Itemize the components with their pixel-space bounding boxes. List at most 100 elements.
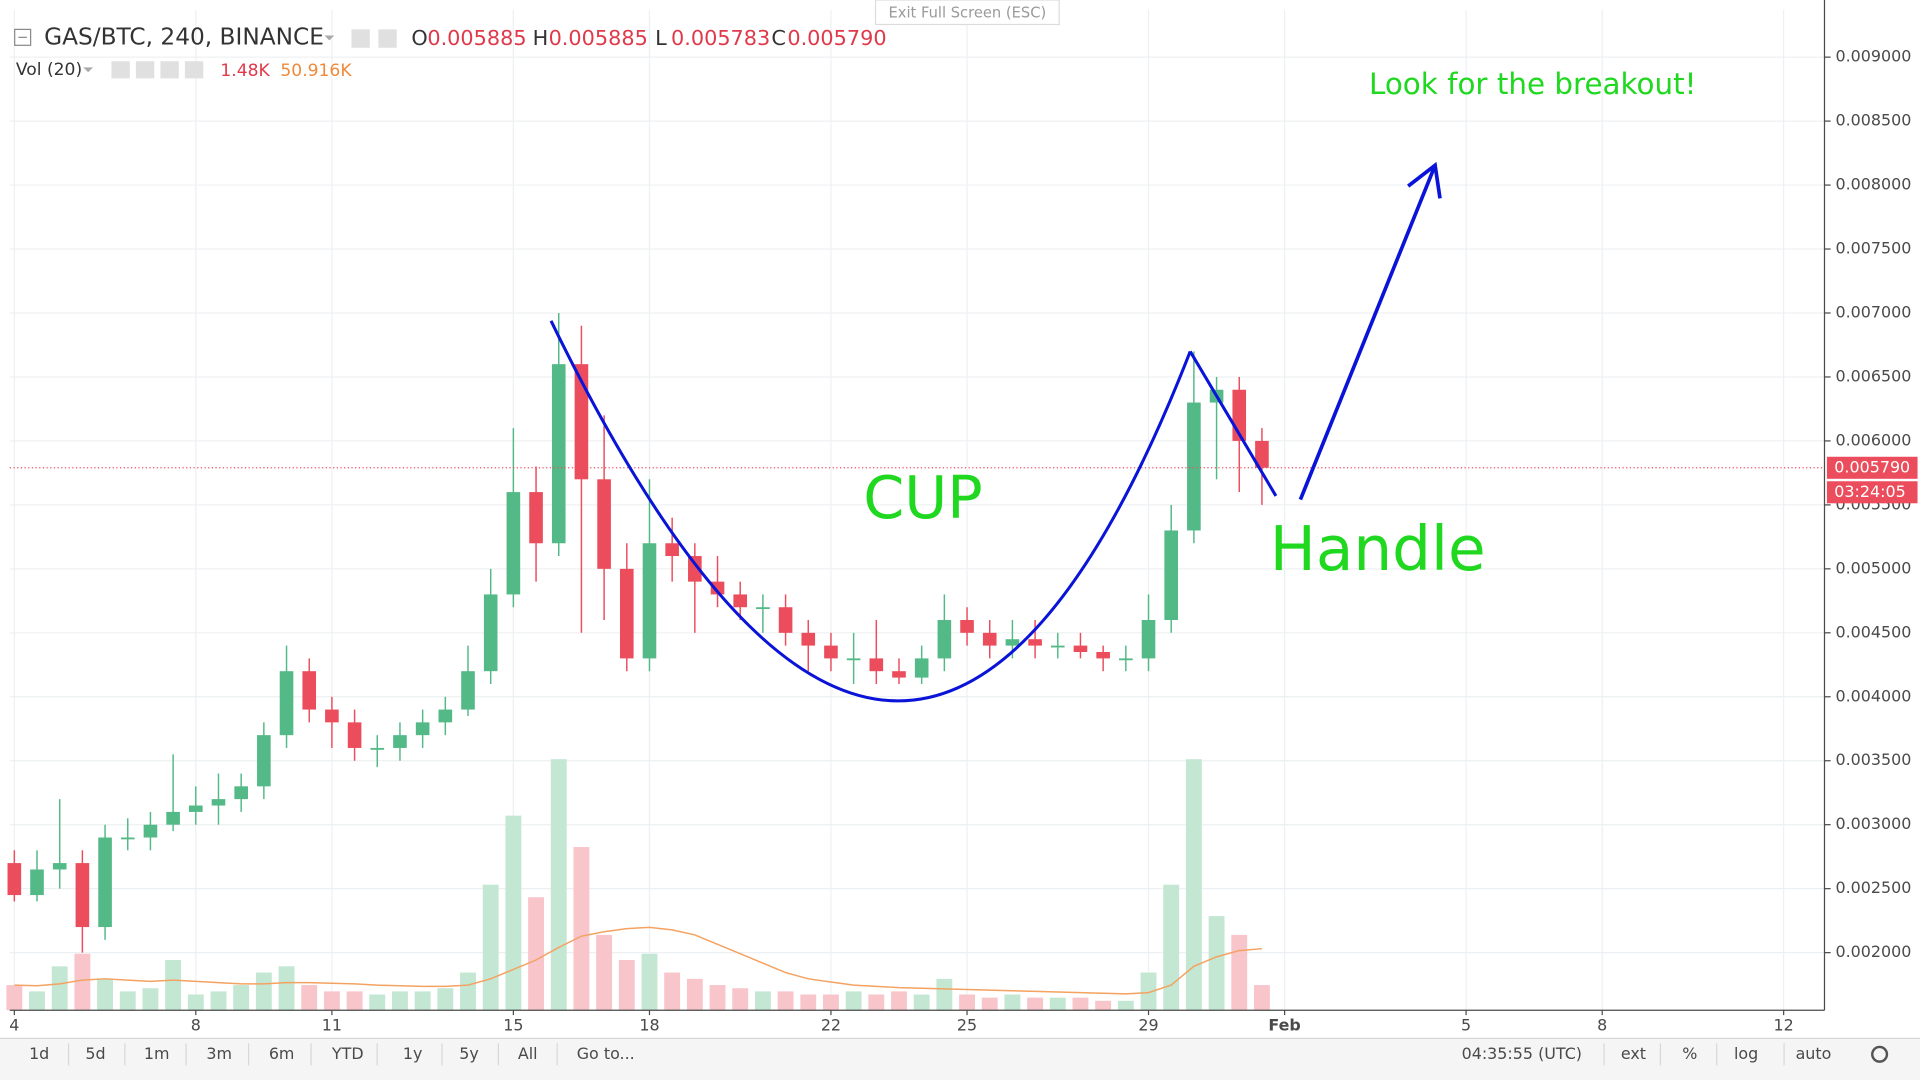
icon[interactable]	[135, 61, 155, 79]
candle-body	[710, 581, 725, 595]
range-button[interactable]: All	[518, 1044, 538, 1063]
candle-body	[1187, 402, 1201, 531]
candle-body	[506, 492, 521, 595]
range-button[interactable]: 3m	[206, 1044, 232, 1063]
candle-body	[257, 735, 271, 787]
icon[interactable]	[184, 61, 204, 79]
candle-body	[415, 722, 430, 736]
candle-body	[914, 658, 929, 678]
candle-body	[461, 671, 475, 710]
candle-body	[98, 837, 112, 928]
volume-bar	[709, 985, 726, 1011]
candle-body	[211, 799, 226, 806]
volume-bar	[29, 991, 45, 1011]
candle-body	[733, 594, 748, 608]
candle-body	[1164, 530, 1179, 621]
candle-body	[30, 869, 44, 896]
dropdown[interactable]	[83, 67, 94, 73]
y-tick-label: 0.006000	[1836, 430, 1912, 449]
x-tick-label: 11	[322, 1016, 342, 1035]
option-button[interactable]: %	[1682, 1044, 1697, 1063]
x-tick-label: Feb	[1268, 1016, 1300, 1035]
volume-ma-value: 50.916K	[280, 61, 352, 81]
volume-bar	[460, 972, 476, 1011]
grid	[9, 9, 1825, 1011]
y-tick-label: 0.002500	[1836, 878, 1912, 897]
volume-bar	[142, 988, 159, 1011]
annotation: Look for the breakout!	[1369, 67, 1696, 101]
candle-body	[824, 645, 838, 659]
volume-bar	[482, 884, 499, 1011]
candle-body	[756, 607, 770, 610]
candle-body	[143, 824, 158, 838]
candle-body	[778, 607, 793, 633]
ohlc-value: 0.005885	[427, 26, 526, 50]
candle-body	[234, 786, 248, 800]
volume-bar	[528, 897, 544, 1011]
candle-body	[551, 364, 566, 544]
volume-value: 1.48K	[220, 61, 270, 81]
option-button[interactable]: log	[1734, 1044, 1758, 1063]
y-tick-label: 0.008000	[1836, 175, 1912, 194]
collapse-icon[interactable]	[14, 28, 32, 46]
volume-bar	[664, 972, 681, 1011]
range-button[interactable]: 6m	[269, 1044, 295, 1063]
x-tick-label: 15	[503, 1016, 523, 1035]
countdown-box	[1826, 481, 1918, 504]
volume-bar	[823, 994, 839, 1011]
candle-body	[1050, 645, 1065, 648]
volume-bar	[618, 960, 635, 1011]
volume-bar	[1140, 972, 1157, 1011]
candle-body	[688, 556, 702, 582]
candle-body	[1119, 658, 1133, 661]
option-button[interactable]: ext	[1621, 1044, 1646, 1063]
ohlc-value: 0.005783	[671, 26, 770, 50]
option-button[interactable]: auto	[1796, 1044, 1832, 1063]
clock: 04:35:55 (UTC)	[1462, 1044, 1582, 1063]
volume-bar	[936, 978, 953, 1011]
candle-body	[665, 543, 679, 557]
goto-button[interactable]: Go to...	[577, 1044, 635, 1063]
candle-body	[393, 735, 407, 748]
volume-bar	[1253, 985, 1270, 1011]
volume-bar	[1095, 1000, 1112, 1011]
candle-body	[1255, 440, 1269, 468]
icon[interactable]	[111, 61, 130, 79]
candle-body	[597, 479, 611, 569]
candle-body	[325, 709, 339, 723]
icon[interactable]	[378, 29, 397, 48]
volume-bar	[573, 847, 590, 1011]
y-tick-label: 0.007500	[1836, 239, 1912, 258]
y-tick-label: 0.006500	[1836, 366, 1912, 385]
volume-bar	[437, 988, 454, 1011]
y-tick-label: 0.003000	[1836, 814, 1912, 833]
ohlc-key: C	[771, 26, 786, 50]
range-button[interactable]: 5d	[85, 1044, 105, 1063]
volume-bar	[1163, 884, 1180, 1011]
icon[interactable]	[351, 29, 370, 48]
candle-body	[846, 658, 861, 661]
candle-body	[801, 632, 816, 646]
range-button[interactable]: 5y	[459, 1044, 479, 1063]
volume-bar	[959, 994, 975, 1011]
candle-body	[120, 837, 135, 840]
range-button[interactable]: 1d	[29, 1044, 49, 1063]
range-button[interactable]: YTD	[331, 1044, 364, 1063]
icon[interactable]	[160, 61, 179, 79]
exit-fullscreen-text[interactable]: Exit Full Screen (ESC)	[888, 4, 1046, 21]
volume-bar	[1027, 997, 1044, 1011]
volume-bar	[891, 991, 907, 1011]
x-tick-label: 8	[191, 1016, 201, 1035]
volume-bar	[323, 991, 340, 1011]
toolbar	[0, 1038, 1920, 1080]
volume-bar	[800, 994, 817, 1011]
settings-icon[interactable]	[1871, 1045, 1889, 1063]
range-button[interactable]: 1y	[403, 1044, 423, 1063]
exit-fullscreen[interactable]	[874, 0, 1060, 26]
volume-bar	[301, 985, 318, 1011]
range-button[interactable]: 1m	[144, 1044, 170, 1063]
dropdown[interactable]	[324, 35, 335, 41]
volume-bar	[51, 966, 68, 1011]
